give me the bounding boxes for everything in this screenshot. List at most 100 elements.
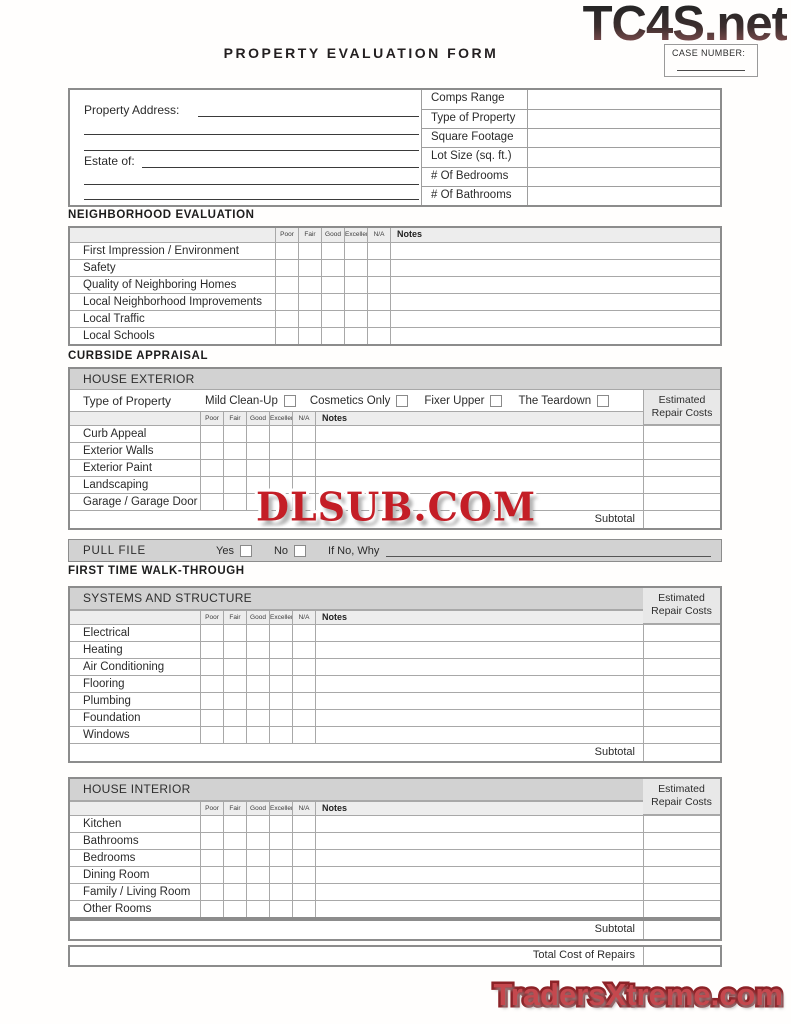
rating-cell-fair[interactable]: [223, 460, 246, 476]
rating-cell-poor[interactable]: [200, 426, 223, 442]
notes-cell[interactable]: [315, 443, 643, 459]
rating-cell-fair[interactable]: [223, 443, 246, 459]
rating-cell-na[interactable]: [292, 901, 315, 917]
notes-cell[interactable]: [390, 294, 720, 310]
rating-cell-excellent[interactable]: [269, 625, 292, 641]
rating-cell-excellent[interactable]: [269, 884, 292, 900]
notes-cell[interactable]: [315, 642, 643, 658]
rating-cell-excellent[interactable]: [344, 328, 367, 344]
property-address-input-line[interactable]: [198, 116, 419, 117]
rating-cell-na[interactable]: [292, 816, 315, 832]
rating-cell-good[interactable]: [246, 816, 269, 832]
estate-line-3[interactable]: [84, 199, 419, 200]
notes-cell[interactable]: [315, 867, 643, 883]
notes-cell[interactable]: [315, 477, 643, 493]
rating-cell-na[interactable]: [292, 867, 315, 883]
rating-cell-excellent[interactable]: [269, 727, 292, 743]
rating-cell-fair[interactable]: [223, 426, 246, 442]
rating-cell-na[interactable]: [292, 443, 315, 459]
mild-cleanup-checkbox[interactable]: [283, 394, 296, 407]
rating-cell-excellent[interactable]: [269, 642, 292, 658]
rating-cell-good[interactable]: [246, 676, 269, 692]
repair-cost-cell[interactable]: [643, 426, 720, 442]
bedrooms-value-cell[interactable]: [527, 167, 720, 186]
rating-cell-good[interactable]: [321, 328, 344, 344]
rating-cell-excellent[interactable]: [269, 460, 292, 476]
rating-cell-good[interactable]: [246, 494, 269, 510]
rating-cell-poor[interactable]: [275, 260, 298, 276]
notes-cell[interactable]: [390, 260, 720, 276]
repair-cost-cell[interactable]: [643, 676, 720, 692]
rating-cell-good[interactable]: [246, 884, 269, 900]
notes-cell[interactable]: [315, 710, 643, 726]
rating-cell-excellent[interactable]: [269, 443, 292, 459]
rating-cell-fair[interactable]: [298, 243, 321, 259]
rating-cell-good[interactable]: [246, 727, 269, 743]
notes-cell[interactable]: [315, 693, 643, 709]
rating-cell-na[interactable]: [292, 642, 315, 658]
rating-cell-poor[interactable]: [275, 294, 298, 310]
the-teardown-checkbox[interactable]: [597, 394, 610, 407]
subtotal-cost-cell[interactable]: [643, 744, 720, 761]
repair-cost-cell[interactable]: [643, 443, 720, 459]
rating-cell-poor[interactable]: [275, 277, 298, 293]
rating-cell-good[interactable]: [321, 243, 344, 259]
notes-cell[interactable]: [315, 816, 643, 832]
repair-cost-cell[interactable]: [643, 833, 720, 849]
rating-cell-good[interactable]: [321, 311, 344, 327]
rating-cell-fair[interactable]: [223, 625, 246, 641]
notes-cell[interactable]: [315, 625, 643, 641]
rating-cell-poor[interactable]: [200, 443, 223, 459]
rating-cell-na[interactable]: [292, 710, 315, 726]
repair-cost-cell[interactable]: [643, 901, 720, 917]
rating-cell-good[interactable]: [246, 443, 269, 459]
rating-cell-na[interactable]: [292, 477, 315, 493]
rating-cell-fair[interactable]: [223, 693, 246, 709]
rating-cell-good[interactable]: [246, 659, 269, 675]
notes-cell[interactable]: [390, 243, 720, 259]
rating-cell-fair[interactable]: [223, 816, 246, 832]
rating-cell-fair[interactable]: [223, 727, 246, 743]
address-line-3[interactable]: [84, 150, 419, 151]
estate-of-input-line[interactable]: [142, 167, 419, 168]
rating-cell-excellent[interactable]: [269, 676, 292, 692]
rating-cell-poor[interactable]: [200, 659, 223, 675]
rating-cell-na[interactable]: [367, 260, 390, 276]
rating-cell-na[interactable]: [292, 426, 315, 442]
fixer-upper-checkbox[interactable]: [490, 394, 503, 407]
rating-cell-poor[interactable]: [275, 328, 298, 344]
notes-cell[interactable]: [390, 328, 720, 344]
cosmetics-only-checkbox[interactable]: [396, 394, 409, 407]
rating-cell-good[interactable]: [246, 867, 269, 883]
rating-cell-fair[interactable]: [298, 260, 321, 276]
case-number-input-line[interactable]: [677, 70, 745, 71]
rating-cell-poor[interactable]: [200, 867, 223, 883]
rating-cell-fair[interactable]: [223, 901, 246, 917]
rating-cell-na[interactable]: [367, 243, 390, 259]
bathrooms-value-cell[interactable]: [527, 186, 720, 205]
rating-cell-excellent[interactable]: [269, 710, 292, 726]
notes-cell[interactable]: [315, 494, 643, 510]
repair-cost-cell[interactable]: [643, 816, 720, 832]
rating-cell-poor[interactable]: [200, 833, 223, 849]
rating-cell-fair[interactable]: [223, 833, 246, 849]
rating-cell-good[interactable]: [321, 277, 344, 293]
notes-cell[interactable]: [390, 311, 720, 327]
rating-cell-na[interactable]: [292, 659, 315, 675]
rating-cell-na[interactable]: [367, 277, 390, 293]
notes-cell[interactable]: [315, 833, 643, 849]
rating-cell-poor[interactable]: [200, 710, 223, 726]
repair-cost-cell[interactable]: [643, 710, 720, 726]
repair-cost-cell[interactable]: [643, 494, 720, 510]
rating-cell-excellent[interactable]: [269, 477, 292, 493]
rating-cell-excellent[interactable]: [269, 494, 292, 510]
repair-cost-cell[interactable]: [643, 884, 720, 900]
rating-cell-poor[interactable]: [200, 460, 223, 476]
repair-cost-cell[interactable]: [643, 477, 720, 493]
if-no-why-input-line[interactable]: [386, 545, 711, 557]
repair-cost-cell[interactable]: [643, 460, 720, 476]
rating-cell-fair[interactable]: [298, 328, 321, 344]
rating-cell-fair[interactable]: [223, 659, 246, 675]
rating-cell-excellent[interactable]: [269, 426, 292, 442]
rating-cell-excellent[interactable]: [344, 243, 367, 259]
